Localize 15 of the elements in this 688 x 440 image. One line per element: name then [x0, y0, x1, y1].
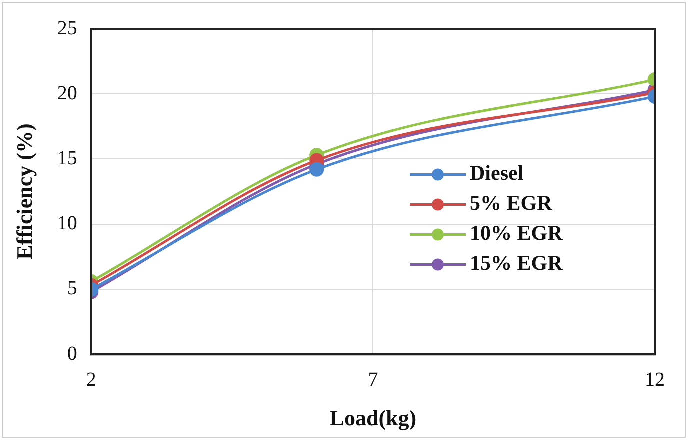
y-tick-label: 5	[67, 278, 78, 300]
legend-label: 5% EGR	[470, 191, 554, 216]
y-tick-label: 20	[57, 82, 78, 104]
y-tick-label: 0	[67, 342, 78, 365]
x-tick-label: 12	[645, 368, 665, 391]
legend-label: 10% EGR	[470, 221, 564, 246]
legend-label: 15% EGR	[470, 251, 564, 276]
x-axis-title: Load(kg)	[330, 405, 417, 430]
x-tick-label: 7	[368, 368, 378, 391]
legend-label: Diesel	[470, 161, 524, 186]
x-tick-label: 2	[86, 368, 96, 391]
y-axis-title: Efficiency (%)	[12, 124, 37, 260]
y-tick-label: 10	[57, 212, 78, 235]
y-tick-label: 15	[57, 147, 78, 170]
y-tick-label: 25	[57, 17, 78, 40]
